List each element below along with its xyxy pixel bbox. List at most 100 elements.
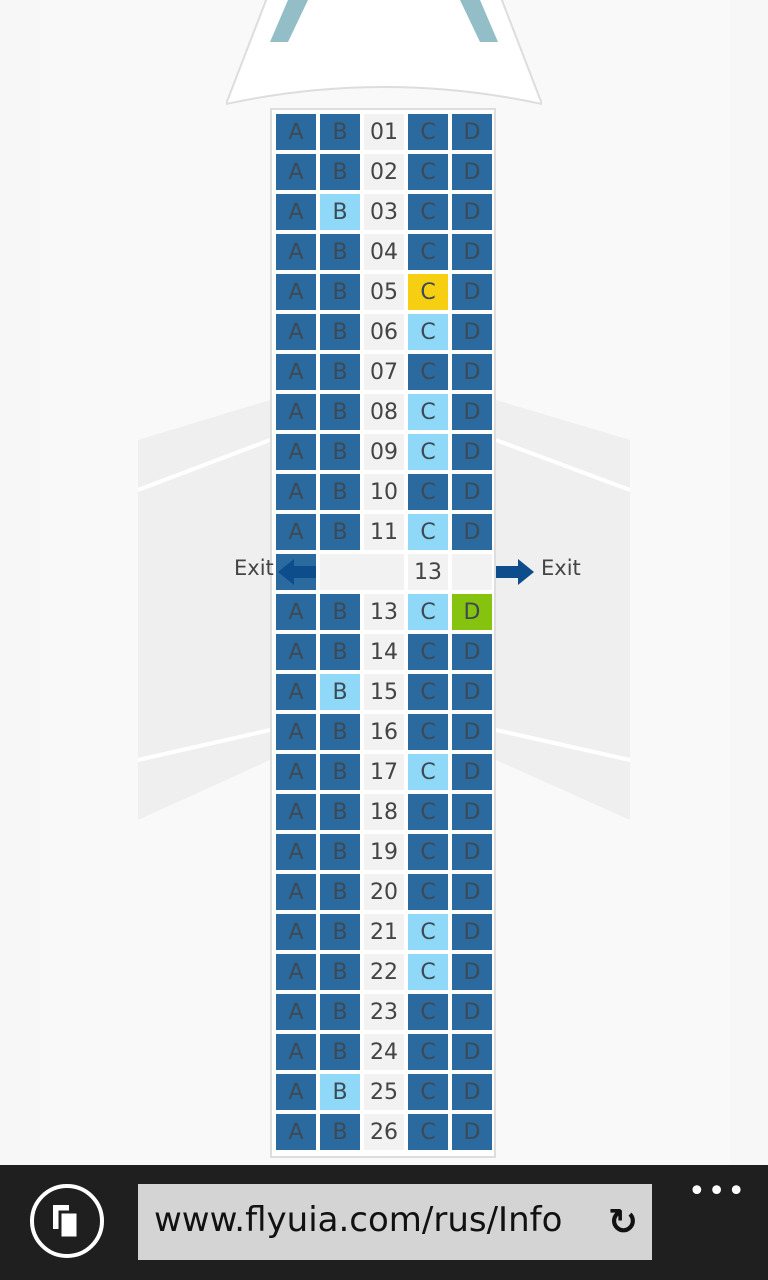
seat-22C[interactable]: C	[408, 954, 448, 990]
seat-11A[interactable]: A	[276, 514, 316, 550]
seat-21C[interactable]: C	[408, 914, 448, 950]
seat-08B[interactable]: B	[320, 394, 360, 430]
seat-15A[interactable]: A	[276, 674, 316, 710]
seat-01D[interactable]: D	[452, 114, 492, 150]
seat-14D[interactable]: D	[452, 634, 492, 670]
seat-04D[interactable]: D	[452, 234, 492, 270]
seat-20D[interactable]: D	[452, 874, 492, 910]
seat-25B[interactable]: B	[320, 1074, 360, 1110]
seat-05B[interactable]: B	[320, 274, 360, 310]
seat-25C[interactable]: C	[408, 1074, 448, 1110]
seat-04C[interactable]: C	[408, 234, 448, 270]
seat-11D[interactable]: D	[452, 514, 492, 550]
seat-14B[interactable]: B	[320, 634, 360, 670]
seat-17B[interactable]: B	[320, 754, 360, 790]
seat-09C[interactable]: C	[408, 434, 448, 470]
seat-09B[interactable]: B	[320, 434, 360, 470]
seat-03C[interactable]: C	[408, 194, 448, 230]
seat-01B[interactable]: B	[320, 114, 360, 150]
seat-11C[interactable]: C	[408, 514, 448, 550]
seat-11B[interactable]: B	[320, 514, 360, 550]
seat-13D[interactable]: D	[452, 594, 492, 630]
seat-08A[interactable]: A	[276, 394, 316, 430]
seat-02C[interactable]: C	[408, 154, 448, 190]
seat-10D[interactable]: D	[452, 474, 492, 510]
seat-23A[interactable]: A	[276, 994, 316, 1030]
seat-02A[interactable]: A	[276, 154, 316, 190]
seat-16A[interactable]: A	[276, 714, 316, 750]
seat-26C[interactable]: C	[408, 1114, 448, 1150]
seat-06B[interactable]: B	[320, 314, 360, 350]
seat-15B[interactable]: B	[320, 674, 360, 710]
seat-23D[interactable]: D	[452, 994, 492, 1030]
seat-16B[interactable]: B	[320, 714, 360, 750]
seat-16C[interactable]: C	[408, 714, 448, 750]
seat-23B[interactable]: B	[320, 994, 360, 1030]
seat-08D[interactable]: D	[452, 394, 492, 430]
seat-07A[interactable]: A	[276, 354, 316, 390]
refresh-icon[interactable]: ↻	[607, 1202, 638, 1243]
seat-26B[interactable]: B	[320, 1114, 360, 1150]
seat-06D[interactable]: D	[452, 314, 492, 350]
seat-22A[interactable]: A	[276, 954, 316, 990]
seat-08C[interactable]: C	[408, 394, 448, 430]
seat-17C[interactable]: C	[408, 754, 448, 790]
seat-18B[interactable]: B	[320, 794, 360, 830]
seat-09D[interactable]: D	[452, 434, 492, 470]
seat-18A[interactable]: A	[276, 794, 316, 830]
more-menu-button[interactable]: •••	[688, 1174, 748, 1209]
seat-10C[interactable]: C	[408, 474, 448, 510]
seat-14C[interactable]: C	[408, 634, 448, 670]
seat-21D[interactable]: D	[452, 914, 492, 950]
url-field[interactable]: www.flyuia.com/rus/Info ↻	[138, 1184, 652, 1260]
seat-07D[interactable]: D	[452, 354, 492, 390]
seat-03A[interactable]: A	[276, 194, 316, 230]
seat-22D[interactable]: D	[452, 954, 492, 990]
seat-16D[interactable]: D	[452, 714, 492, 750]
seat-19A[interactable]: A	[276, 834, 316, 870]
seat-24B[interactable]: B	[320, 1034, 360, 1070]
seat-14A[interactable]: A	[276, 634, 316, 670]
seat-19C[interactable]: C	[408, 834, 448, 870]
seat-05C[interactable]: C	[408, 274, 448, 310]
seat-03B[interactable]: B	[320, 194, 360, 230]
seat-05D[interactable]: D	[452, 274, 492, 310]
seat-19B[interactable]: B	[320, 834, 360, 870]
seat-19D[interactable]: D	[452, 834, 492, 870]
seat-21B[interactable]: B	[320, 914, 360, 950]
seat-13A[interactable]: A	[276, 594, 316, 630]
seat-18C[interactable]: C	[408, 794, 448, 830]
seat-20A[interactable]: A	[276, 874, 316, 910]
seat-10B[interactable]: B	[320, 474, 360, 510]
seat-07B[interactable]: B	[320, 354, 360, 390]
seat-09A[interactable]: A	[276, 434, 316, 470]
seat-03D[interactable]: D	[452, 194, 492, 230]
seat-24D[interactable]: D	[452, 1034, 492, 1070]
seat-01A[interactable]: A	[276, 114, 316, 150]
seat-25D[interactable]: D	[452, 1074, 492, 1110]
seat-20B[interactable]: B	[320, 874, 360, 910]
seat-07C[interactable]: C	[408, 354, 448, 390]
seat-06A[interactable]: A	[276, 314, 316, 350]
seat-10A[interactable]: A	[276, 474, 316, 510]
seat-04A[interactable]: A	[276, 234, 316, 270]
seat-23C[interactable]: C	[408, 994, 448, 1030]
seat-26D[interactable]: D	[452, 1114, 492, 1150]
seat-17A[interactable]: A	[276, 754, 316, 790]
tabs-button[interactable]	[30, 1184, 104, 1258]
seat-22B[interactable]: B	[320, 954, 360, 990]
seat-20C[interactable]: C	[408, 874, 448, 910]
seat-13B[interactable]: B	[320, 594, 360, 630]
seat-24C[interactable]: C	[408, 1034, 448, 1070]
seat-21A[interactable]: A	[276, 914, 316, 950]
seat-26A[interactable]: A	[276, 1114, 316, 1150]
seat-04B[interactable]: B	[320, 234, 360, 270]
seat-06C[interactable]: C	[408, 314, 448, 350]
seat-02D[interactable]: D	[452, 154, 492, 190]
seat-24A[interactable]: A	[276, 1034, 316, 1070]
seat-15C[interactable]: C	[408, 674, 448, 710]
seat-13C[interactable]: C	[408, 594, 448, 630]
seat-15D[interactable]: D	[452, 674, 492, 710]
seat-05A[interactable]: A	[276, 274, 316, 310]
seat-25A[interactable]: A	[276, 1074, 316, 1110]
